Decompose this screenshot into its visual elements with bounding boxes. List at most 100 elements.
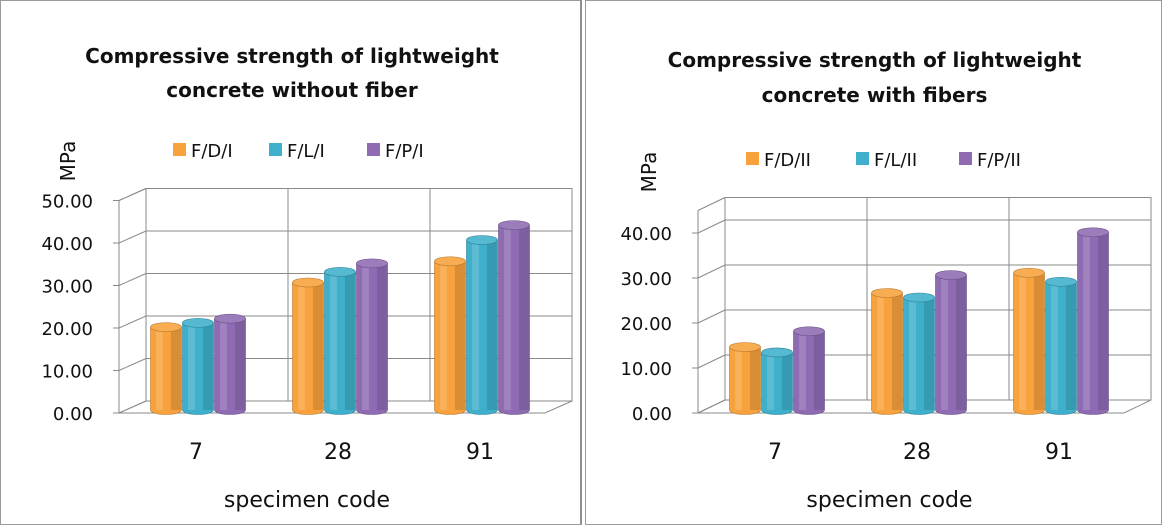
bar-highlight — [909, 297, 916, 410]
bar-top — [356, 258, 388, 269]
bar-shadow — [1097, 232, 1109, 410]
bar-top — [903, 292, 935, 303]
x-axis-label: specimen code — [224, 488, 390, 513]
bar-highlight — [188, 322, 195, 410]
legend-label: F/P/I — [385, 141, 424, 162]
bar-highlight — [298, 282, 305, 410]
x-category-label: 28 — [903, 440, 931, 465]
bar-top — [761, 347, 793, 358]
bar-highlight — [877, 293, 884, 410]
gridline-side — [118, 315, 147, 329]
x-axis-label: specimen code — [806, 488, 972, 513]
legend-label: F/L/I — [287, 141, 325, 162]
x-category-label: 28 — [324, 440, 352, 465]
y-tick-label: 40.00 — [41, 234, 93, 255]
bar — [182, 318, 214, 415]
legend-swatch — [856, 152, 869, 165]
x-category-label: 91 — [1045, 440, 1073, 465]
bar — [498, 220, 530, 415]
bar-top — [935, 270, 967, 280]
y-axis-label: MPa — [637, 152, 661, 193]
bar — [292, 277, 324, 415]
bar-highlight — [330, 271, 337, 410]
bar-shadow — [923, 297, 935, 410]
legend-label: F/L/II — [874, 150, 917, 171]
bar-top — [182, 318, 214, 328]
bar-top — [498, 220, 530, 230]
bar-shadow — [955, 275, 967, 410]
bar-shadow — [781, 352, 793, 410]
bar-highlight — [362, 263, 369, 410]
bar-shadow — [1033, 272, 1045, 410]
bar — [935, 270, 967, 415]
y-tick-label: 30.00 — [620, 269, 672, 290]
chart-panel-with-fibers: Compressive strength of lightweight concr… — [585, 0, 1162, 525]
legend-label: F/D/I — [191, 141, 233, 162]
y-tick-label: 50.00 — [41, 192, 93, 213]
bar-highlight — [472, 240, 479, 410]
bar-top — [324, 267, 356, 277]
chart-title-line: Compressive strength of lightweight — [85, 44, 499, 68]
bar — [793, 326, 825, 415]
bar — [434, 256, 466, 415]
y-tick-label: 10.00 — [41, 362, 93, 383]
bar-highlight — [156, 327, 163, 410]
bar-shadow — [813, 331, 825, 410]
bar-top — [214, 313, 246, 324]
bar-shadow — [312, 282, 324, 410]
bar-top — [1045, 276, 1077, 287]
x-category-label: 7 — [189, 440, 203, 465]
bar-top — [466, 235, 498, 245]
gridline-side — [118, 358, 147, 371]
bar-highlight — [735, 347, 742, 410]
bar — [903, 292, 935, 415]
bar — [729, 342, 761, 415]
legend-swatch — [173, 143, 186, 156]
bar-shadow — [486, 240, 498, 410]
y-tick-label: 0.00 — [53, 404, 93, 425]
floor — [118, 400, 573, 414]
bar-shadow — [1065, 281, 1077, 410]
bar-shadow — [202, 322, 214, 410]
bar-top — [434, 256, 466, 267]
y-tick-label: 30.00 — [41, 277, 93, 298]
bar — [324, 267, 356, 415]
y-tick-label: 10.00 — [620, 359, 672, 380]
side-wall-edge — [697, 197, 726, 211]
bar — [214, 313, 246, 415]
floor — [697, 399, 1152, 414]
bar — [1045, 276, 1077, 415]
bar-highlight — [799, 331, 806, 410]
legend-label: F/P/II — [977, 150, 1021, 171]
gridline-side — [118, 230, 147, 244]
bar — [761, 347, 793, 415]
bar-top — [793, 326, 825, 337]
legend-swatch — [269, 143, 282, 156]
gridline-side — [697, 309, 726, 324]
x-category-label: 7 — [768, 440, 782, 465]
bar — [466, 235, 498, 415]
legend-label: F/D/II — [764, 150, 811, 171]
y-axis-label: MPa — [56, 141, 80, 182]
bar-top — [1077, 227, 1109, 238]
bar-shadow — [749, 347, 761, 410]
chart-title-line: concrete without fiber — [166, 78, 418, 102]
gridline-side — [697, 354, 726, 369]
y-tick-label: 0.00 — [632, 404, 672, 425]
legend-swatch — [959, 152, 972, 165]
chart-title-line: concrete with fibers — [762, 83, 988, 107]
y-tick-label: 20.00 — [620, 314, 672, 335]
bar — [356, 258, 388, 415]
bar-highlight — [767, 352, 774, 410]
gridline-side — [697, 219, 726, 234]
bar-highlight — [504, 225, 511, 410]
bar-top — [729, 342, 761, 352]
chart-panel-without-fiber: Compressive strength of lightweight concr… — [0, 0, 582, 525]
legend-swatch — [367, 143, 380, 156]
y-tick-label: 40.00 — [620, 224, 672, 245]
bar-shadow — [234, 318, 246, 410]
bar-shadow — [518, 225, 530, 410]
gridline-side — [118, 188, 147, 201]
bar — [1013, 267, 1045, 415]
gridline-side — [118, 273, 147, 286]
